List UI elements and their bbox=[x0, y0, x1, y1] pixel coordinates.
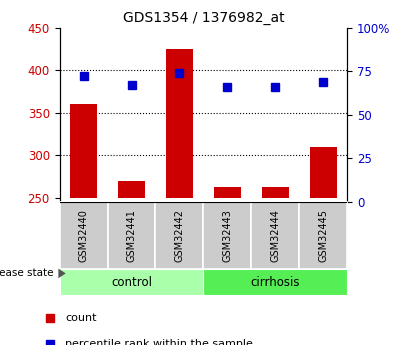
Bar bbox=[252, 202, 299, 269]
Bar bbox=[118, 180, 145, 198]
Bar bbox=[155, 202, 203, 269]
Bar bbox=[108, 202, 155, 269]
Text: cirrhosis: cirrhosis bbox=[251, 276, 300, 288]
Text: disease state: disease state bbox=[0, 268, 53, 278]
Text: GSM32441: GSM32441 bbox=[127, 209, 136, 262]
Title: GDS1354 / 1376982_at: GDS1354 / 1376982_at bbox=[122, 11, 284, 25]
Bar bbox=[60, 202, 108, 269]
Bar bbox=[60, 269, 203, 295]
Text: GSM32440: GSM32440 bbox=[79, 209, 88, 262]
Text: GSM32442: GSM32442 bbox=[175, 209, 185, 262]
Text: percentile rank within the sample: percentile rank within the sample bbox=[65, 339, 253, 345]
Bar bbox=[214, 187, 240, 198]
Text: count: count bbox=[65, 313, 97, 323]
Text: GSM32443: GSM32443 bbox=[222, 209, 232, 262]
Bar bbox=[262, 187, 289, 198]
Bar bbox=[310, 147, 337, 198]
Bar bbox=[166, 49, 193, 198]
Text: control: control bbox=[111, 276, 152, 288]
Text: GSM32445: GSM32445 bbox=[319, 209, 328, 262]
Bar bbox=[203, 269, 347, 295]
Text: GSM32444: GSM32444 bbox=[270, 209, 280, 262]
Bar bbox=[299, 202, 347, 269]
Bar bbox=[203, 202, 252, 269]
Bar bbox=[70, 104, 97, 198]
